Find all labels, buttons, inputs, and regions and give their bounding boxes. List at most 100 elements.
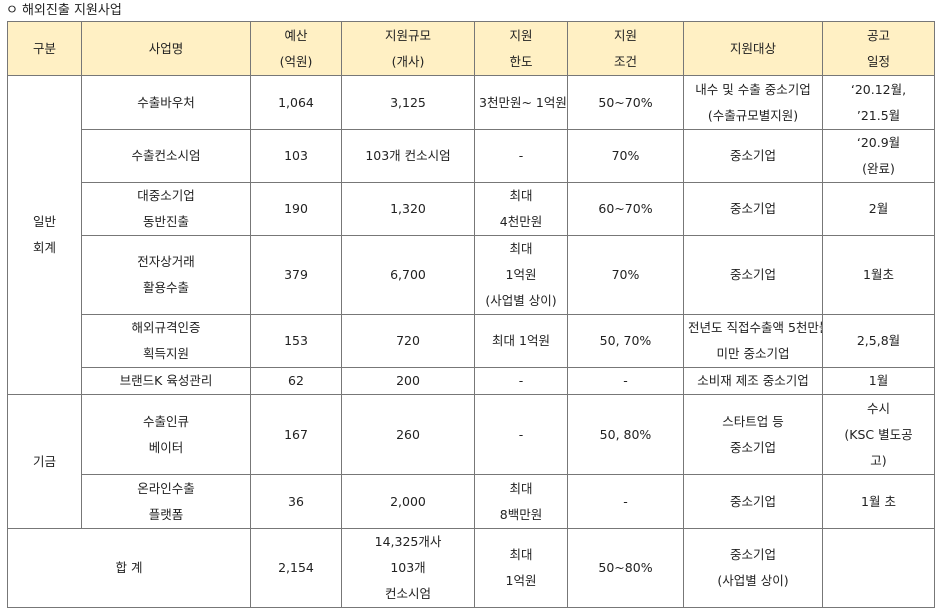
limit-cell: - <box>474 394 568 475</box>
target-cell: 중소기업 <box>683 129 823 183</box>
project-name-line: 대중소기업 <box>137 188 195 203</box>
schedule-cell: ‘20.12월, ’21.5월 <box>822 75 935 130</box>
project-name-line: 획득지원 <box>142 346 189 361</box>
schedule-cell-line: ‘20.9월 <box>856 135 901 150</box>
schedule-cell: 수시 (KSC 별도공 고) <box>822 394 935 475</box>
table-row: 일반 회계 수출바우처 1,064 3,125 3천만원~ 1억원 50~70% 내수 및 수… <box>7 75 935 395</box>
limit-cell-line: 3천만원~ 1억원 <box>479 94 567 110</box>
scale-cell-line: 103개 컨소시엄 <box>365 148 451 163</box>
project-name-line: 온라인수출 <box>137 480 195 496</box>
schedule-cell: 1월 초 <box>822 474 935 529</box>
target-cell-line: 중소기업 <box>729 148 776 163</box>
target-cell-line: 스타트업 등 <box>722 413 784 429</box>
condition-cell: - <box>567 367 684 395</box>
scale-cell: 2,000 <box>341 474 475 529</box>
target-cell-line: 중소기업 <box>729 493 776 509</box>
project-name-line: 전자상거래 <box>137 254 195 269</box>
table-body: 일반 회계 수출바우처 1,064 3,125 3천만원~ 1억원 50~70% 내수 및 수… <box>7 75 935 608</box>
bullet-icon: ㅇ <box>6 3 18 18</box>
budget-cell: 153 <box>250 314 342 368</box>
header-category: 구분 <box>7 21 82 76</box>
scale-cell-line: 1,320 <box>390 201 426 216</box>
group-label: 일반 회계 <box>7 75 82 395</box>
section-title-text: 해외진출 지원사업 <box>21 3 122 18</box>
project-name-line: 플랫폼 <box>148 506 184 522</box>
target-cell: 전년도 직접수출액 5천만불 미만 중소기업 <box>683 314 823 368</box>
project-name-line: 베이터 <box>148 439 184 455</box>
budget-cell: 379 <box>250 235 342 315</box>
limit-cell-line: 4천만원 <box>499 214 543 229</box>
condition-cell: 50~70% <box>567 75 684 130</box>
project-name: 수출바우처 <box>81 75 251 130</box>
scale-cell: 103개 컨소시엄 <box>341 129 475 183</box>
table-row: 기금 수출인큐 베이터 167 260-50, 80% 스타트업 등 중소기업 수시 (KSC … <box>7 394 935 529</box>
scale-cell-line: 3,125 <box>390 94 426 110</box>
header-row: 구분 사업명 예산 (억원) 지원규모 (개사) 지원 한도 지원 조건 지원대상 공고… <box>7 21 935 76</box>
table-row: 전자상거래 활용수출 379 6,700 최대 1억원 (사업별 상이) 70% 중소기업 1월초 <box>8 235 935 315</box>
target-cell-line: 미만 중소기업 <box>716 346 790 361</box>
schedule-cell-line: (KSC 별도공 <box>844 426 913 442</box>
limit-cell: - <box>474 367 568 395</box>
project-name-line: 활용수출 <box>142 280 189 295</box>
limit-cell-line: 최대 1억원 <box>492 333 550 348</box>
condition-cell: 70% <box>567 235 684 315</box>
limit-cell-line: 최대 <box>509 188 533 203</box>
scale-cell-line: 260 <box>396 426 420 442</box>
project-name-line: 동반진출 <box>142 214 189 229</box>
limit-cell: 3천만원~ 1억원 <box>474 75 568 130</box>
schedule-cell-line: ‘20.12월, <box>850 81 907 97</box>
header-project: 사업명 <box>81 21 251 76</box>
project-name-line: 수출바우처 <box>137 94 195 110</box>
project-name: 수출인큐 베이터 <box>81 394 251 475</box>
header-limit: 지원 한도 <box>474 21 568 76</box>
scale-cell: 200 <box>341 367 475 395</box>
scale-cell: 3,125 <box>341 75 475 130</box>
condition-cell: 50, 80% <box>567 394 684 475</box>
limit-cell-line: 8백만원 <box>499 506 543 522</box>
target-cell-line: 중소기업 <box>729 201 776 216</box>
scale-cell: 720 <box>341 314 475 368</box>
scale-cell: 1,320 <box>341 182 475 236</box>
budget-cell: 190 <box>250 182 342 236</box>
project-name: 해외규격인증 획득지원 <box>81 314 251 368</box>
scale-cell-line: 6,700 <box>390 267 426 282</box>
table-row: 브랜드K 육성관리 62 200- - 소비재 제조 중소기업 1월 <box>8 367 935 395</box>
schedule-cell: ‘20.9월 (완료) <box>822 129 935 183</box>
section-title: ㅇ 해외진출 지원사업 <box>6 2 122 20</box>
group-label-line: 일반 <box>32 214 56 229</box>
target-cell: 내수 및 수출 중소기업 (수출규모별지원) <box>683 75 823 130</box>
header-scale: 지원규모 (개사) <box>341 21 475 76</box>
target-cell: 중소기업 <box>683 182 823 236</box>
target-cell-line: 소비재 제조 중소기업 <box>697 373 809 388</box>
total-scale-line: 14,325개사 <box>374 534 442 549</box>
target-cell: 중소기업 <box>683 235 823 315</box>
target-cell-line: (수출규모별지원) <box>707 107 799 123</box>
scale-cell: 6,700 <box>341 235 475 315</box>
limit-cell-line: - <box>518 148 524 163</box>
schedule-cell-line: 1월 <box>868 373 889 388</box>
condition-cell: - <box>567 474 684 529</box>
total-schedule <box>822 528 935 608</box>
table-row: 수출컨소시엄 103 103개 컨소시엄 - 70% 중소기업 ‘20.9월 (완료) <box>8 129 935 183</box>
limit-cell: 최대 1억원 (사업별 상이) <box>474 235 568 315</box>
total-limit-line: 1억원 <box>505 573 537 588</box>
limit-cell: 최대 1억원 <box>474 314 568 368</box>
total-scale-line: 103개 <box>390 560 426 575</box>
support-programs-table: 구분 사업명 예산 (억원) 지원규모 (개사) 지원 한도 지원 조건 지원대상 공고… <box>7 21 935 608</box>
limit-cell-line: (사업별 상이) <box>485 293 557 308</box>
condition-cell: 60~70% <box>567 182 684 236</box>
project-name: 브랜드K 육성관리 <box>81 367 251 395</box>
schedule-cell-line: 1월초 <box>863 267 894 282</box>
schedule-cell: 2,5,8월 <box>822 314 935 368</box>
table-row: 온라인수출 플랫폼 36 2,000 최대 8백만원 - 중소기업 1월 초 <box>8 474 935 529</box>
target-cell-line: 중소기업 <box>729 439 776 455</box>
total-condition: 50~80% <box>567 528 684 608</box>
condition-cell: 50, 70% <box>567 314 684 368</box>
scale-cell-line: 2,000 <box>390 493 426 509</box>
limit-cell-line: 최대 <box>509 241 533 256</box>
target-cell-line: 중소기업 <box>729 267 776 282</box>
project-name: 수출컨소시엄 <box>81 129 251 183</box>
